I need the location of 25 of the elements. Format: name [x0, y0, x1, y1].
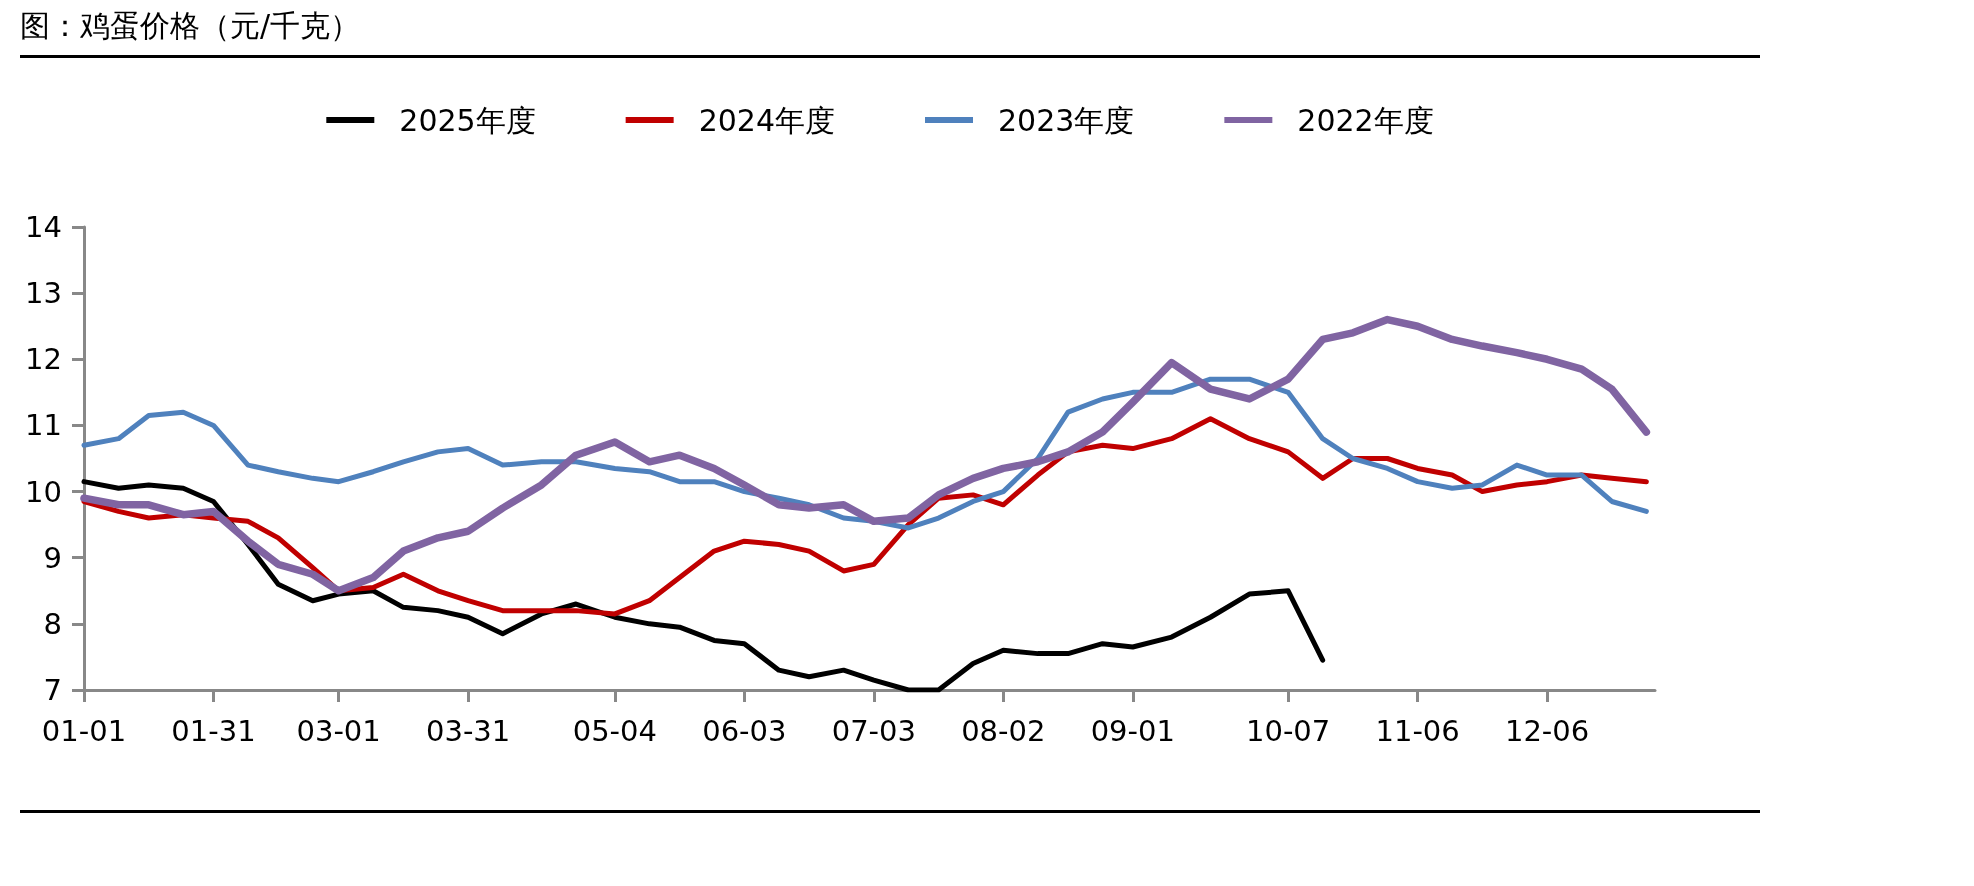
x-tick-label: 12-06 — [1504, 713, 1590, 748]
x-tick-label: 01-01 — [41, 713, 127, 748]
x-tick-label: 07-03 — [831, 713, 916, 748]
legend-label: 2025年度 — [399, 102, 536, 138]
x-tick-label: 01-31 — [171, 713, 256, 748]
x-tick-label: 11-06 — [1375, 713, 1460, 748]
x-tick-label: 09-01 — [1090, 713, 1175, 748]
y-tick-label: 10 — [25, 474, 62, 509]
x-tick-label: 03-31 — [425, 713, 511, 748]
y-tick-label: 8 — [43, 606, 62, 641]
y-tick-label: 13 — [25, 276, 62, 311]
y-tick-label: 14 — [25, 210, 62, 244]
legend-label: 2022年度 — [1297, 102, 1434, 138]
x-tick-label: 08-02 — [961, 713, 1046, 748]
x-tick-label: 10-07 — [1246, 713, 1331, 748]
x-tick-label: 06-03 — [702, 713, 787, 748]
x-tick-label: 03-01 — [296, 713, 381, 748]
legend-label: 2024年度 — [698, 102, 836, 138]
chart-title: 图：鸡蛋价格（元/千克） — [20, 6, 1760, 58]
x-tick-label: 05-04 — [572, 713, 657, 748]
y-tick-label: 11 — [25, 408, 62, 443]
y-tick-label: 12 — [25, 342, 62, 377]
legend-label: 2023年度 — [998, 102, 1135, 138]
y-tick-label: 7 — [43, 673, 62, 707]
y-tick-label: 9 — [43, 540, 62, 575]
